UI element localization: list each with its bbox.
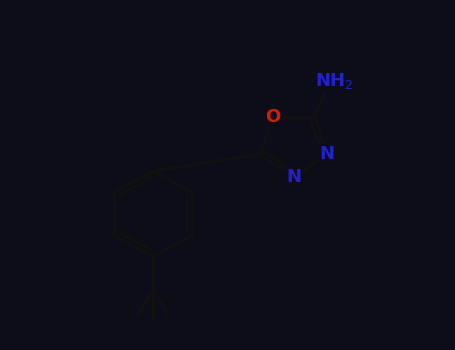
- Text: N: N: [319, 145, 334, 163]
- Text: O: O: [265, 108, 281, 126]
- Text: N: N: [286, 168, 301, 186]
- Text: NH$_2$: NH$_2$: [315, 71, 354, 91]
